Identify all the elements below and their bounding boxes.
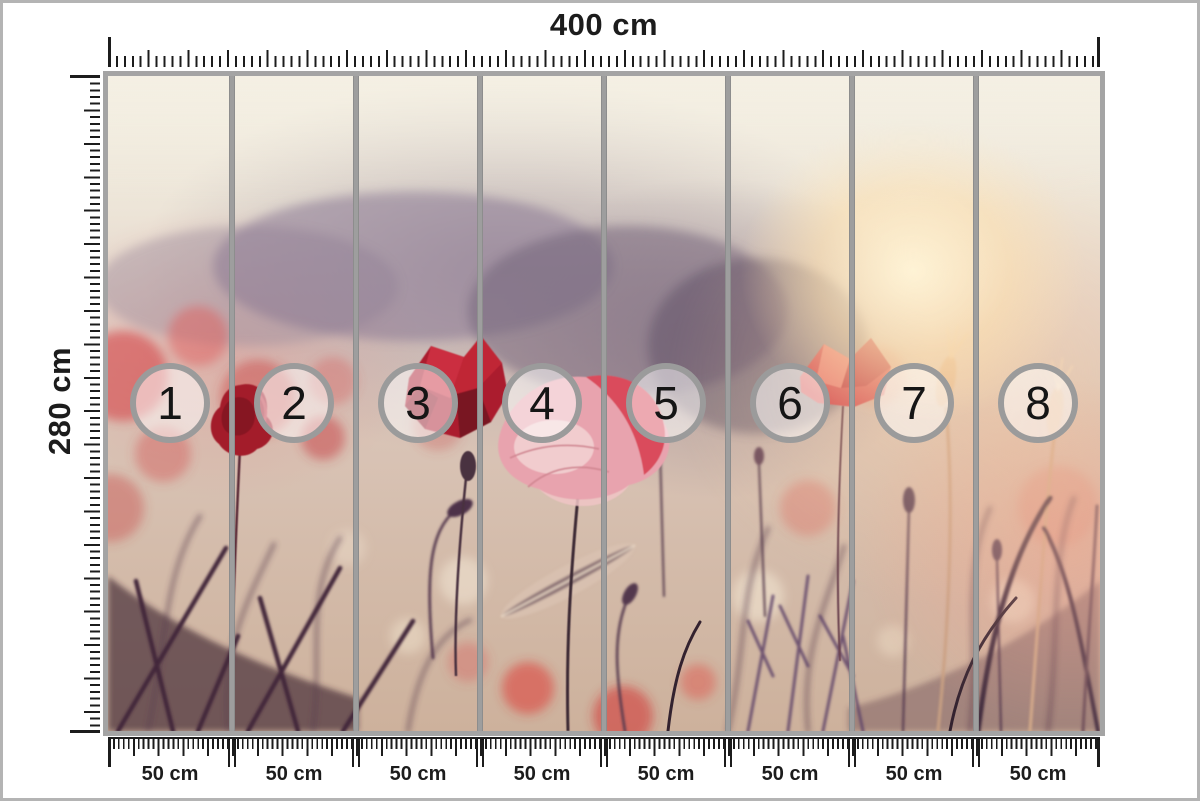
- ruler-boundary-tick: [848, 739, 856, 767]
- panel-divider: [229, 76, 235, 731]
- panel-divider: [725, 76, 731, 731]
- panel-number-badge: 3: [378, 363, 458, 443]
- total-width-label: 400 cm: [549, 7, 659, 42]
- panel-width-label: 50 cm: [761, 763, 819, 785]
- panel-width-label: 50 cm: [1009, 763, 1067, 785]
- mural-frame: 1 2 3 4 5 6 7 8: [103, 71, 1105, 736]
- ruler-boundary-tick: [972, 739, 980, 767]
- panel-width-segment: 50 cm: [604, 739, 728, 793]
- panel-width-segment: 50 cm: [108, 739, 232, 793]
- panel-width-label: 50 cm: [637, 763, 695, 785]
- panel-number-badge: 8: [998, 363, 1078, 443]
- ruler-boundary-tick: [600, 739, 608, 767]
- ruler-end-tick: [1097, 37, 1100, 67]
- panel-width-segment: 50 cm: [852, 739, 976, 793]
- panel-divider: [973, 76, 979, 731]
- panel-divider: [849, 76, 855, 731]
- ruler-end-tick: [70, 75, 100, 78]
- panel-width-label: 50 cm: [389, 763, 447, 785]
- panel-divider: [353, 76, 359, 731]
- panel-width-segment: 50 cm: [976, 739, 1100, 793]
- panel-width-segment: 50 cm: [356, 739, 480, 793]
- panel-width-label: 50 cm: [513, 763, 571, 785]
- panel-number-badge: 7: [874, 363, 954, 443]
- panel-number-badge: 6: [750, 363, 830, 443]
- panel-number-badge: 1: [130, 363, 210, 443]
- panel-width-label: 50 cm: [885, 763, 943, 785]
- panel-divider: [601, 76, 607, 731]
- ruler-boundary-tick: [228, 739, 236, 767]
- panel-number-badge: 4: [502, 363, 582, 443]
- panel-width-segment: 50 cm: [480, 739, 604, 793]
- panel-width-label: 50 cm: [265, 763, 323, 785]
- bottom-ruler: 50 cm 50 cm 50 cm 50 cm 50 cm 50 cm 50 c…: [108, 737, 1100, 793]
- panel-number-badge: 5: [626, 363, 706, 443]
- panel-width-segment: 50 cm: [232, 739, 356, 793]
- panel-divider: [477, 76, 483, 731]
- left-ruler: [67, 75, 103, 733]
- ruler-end-tick: [108, 37, 111, 67]
- poppy-field-photo: 1 2 3 4 5 6 7 8: [108, 76, 1100, 731]
- ruler-boundary-tick: [476, 739, 484, 767]
- ruler-boundary-tick: [1097, 739, 1100, 767]
- panel-number-badge: 2: [254, 363, 334, 443]
- ruler-boundary-tick: [352, 739, 360, 767]
- panel-width-label: 50 cm: [141, 763, 199, 785]
- top-ruler: [108, 37, 1100, 69]
- ruler-boundary-tick: [108, 739, 111, 767]
- ruler-boundary-tick: [724, 739, 732, 767]
- ruler-end-tick: [70, 730, 100, 733]
- panel-width-segment: 50 cm: [728, 739, 852, 793]
